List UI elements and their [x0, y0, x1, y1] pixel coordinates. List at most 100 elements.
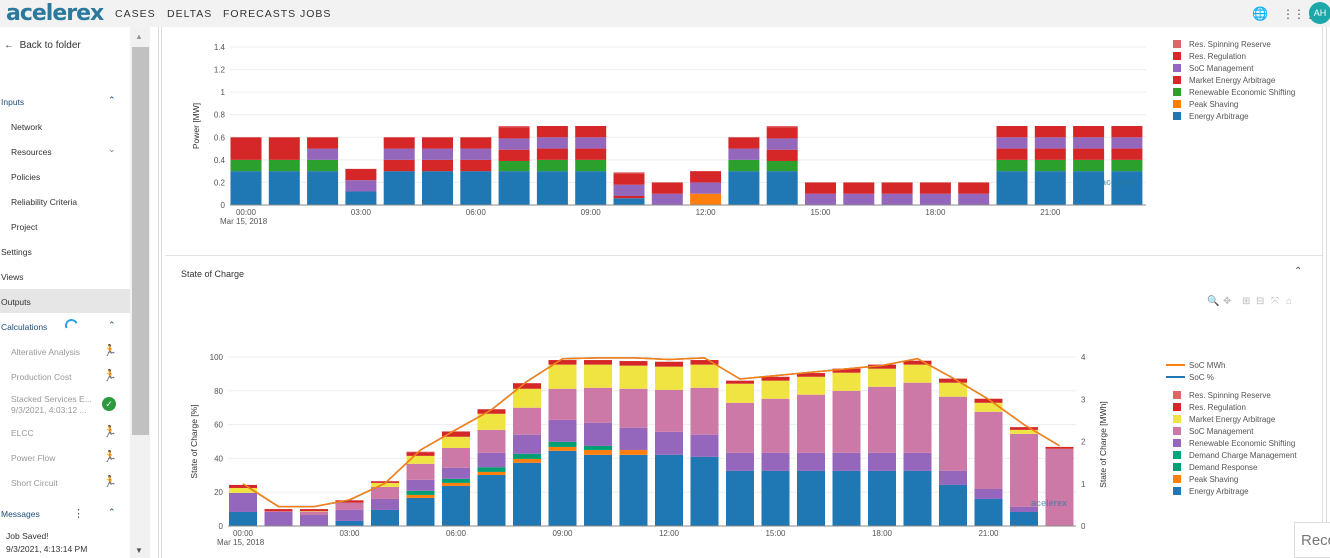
run-icon[interactable]: 🏃	[103, 370, 117, 382]
legend-swatch	[1173, 415, 1181, 423]
x-tick-label: 18:00	[925, 208, 946, 217]
legend-item[interactable]: Res. Regulation	[1173, 52, 1246, 61]
sidebar-item-settings[interactable]: Settings	[1, 247, 32, 257]
collapse-chevron-icon[interactable]: ⌃	[1294, 266, 1303, 277]
scroll-down-arrow-icon[interactable]: ▼	[135, 546, 143, 555]
bar-segment-res-regulation	[1073, 126, 1105, 138]
legend-item[interactable]: SoC MWh	[1166, 361, 1225, 370]
recommend-button[interactable]: Recc	[1294, 522, 1330, 558]
legend-item[interactable]: Market Energy Arbitrage	[1173, 76, 1275, 85]
bar-segment-soc-management	[460, 148, 492, 160]
more-vert-icon[interactable]: ⋮	[73, 508, 84, 520]
legend-item[interactable]: Res. Regulation	[1173, 403, 1246, 412]
bar-segment-renewable-economic-shifting	[498, 160, 530, 172]
zoom-in-icon[interactable]: ⊞	[1242, 296, 1251, 307]
scroll-up-arrow-icon[interactable]: ▲	[135, 32, 143, 41]
zoom-out-icon[interactable]: ⊟	[1256, 296, 1265, 307]
zoom-icon[interactable]: 🔍	[1207, 296, 1220, 307]
calc-item-production-cost[interactable]: Production Cost	[11, 372, 72, 382]
bar-segment-res-regulation	[498, 127, 530, 139]
message-time: 9/3/2021, 4:13:14 PM	[6, 544, 88, 554]
calc-item-stacked-services[interactable]: Stacked Services E...	[11, 394, 92, 404]
bar-segment-renewable-economic-shifting	[996, 159, 1028, 172]
run-icon[interactable]: 🏃	[103, 345, 117, 357]
sidebar-item-views[interactable]: Views	[1, 272, 24, 282]
x-tick-label: 06:00	[466, 208, 487, 217]
chevron-up-icon[interactable]: ⌃	[108, 320, 116, 330]
pan-icon[interactable]: ✥	[1223, 296, 1232, 307]
autoscale-icon[interactable]: ⤧	[1271, 296, 1279, 307]
legend-item[interactable]: Res. Spinning Reserve	[1173, 40, 1271, 49]
scrollbar-thumb[interactable]	[132, 47, 149, 435]
legend-swatch	[1173, 52, 1181, 60]
legend-item[interactable]: Renewable Economic Shifting	[1173, 439, 1295, 448]
bar-segment-res-regulation	[843, 182, 875, 194]
bar-segment-res-regulation	[958, 182, 990, 194]
sidebar-item-inputs[interactable]: Inputs	[1, 97, 25, 107]
bar-segment-res-regulation	[345, 168, 377, 181]
legend-item[interactable]: Market Energy Arbitrage	[1173, 415, 1275, 424]
x-tick-label: 21:00	[1040, 208, 1061, 217]
sidebar-item-reliability-criteria[interactable]: Reliability Criteria	[11, 197, 78, 207]
sidebar-item-project[interactable]: Project	[11, 222, 38, 232]
sidebar-item-policies[interactable]: Policies	[11, 172, 41, 182]
bar-segment-renewable-economic-shifting	[766, 160, 798, 172]
x-date-label: Mar 15, 2018	[220, 217, 268, 226]
chevron-down-icon[interactable]: ⌄	[108, 144, 116, 154]
calc-item-power-flow[interactable]: Power Flow	[11, 453, 56, 463]
legend-item[interactable]: SoC %	[1166, 373, 1214, 382]
bar-segment-res-spinning-reserve	[498, 126, 530, 128]
sidebar-item-calculations[interactable]: Calculations	[1, 322, 48, 332]
sidebar-item-outputs[interactable]: Outputs	[1, 297, 31, 307]
avatar[interactable]: AH	[1309, 2, 1330, 24]
bar-segment-res-regulation	[383, 137, 415, 149]
acelerex-logo[interactable]: acelerex	[6, 1, 104, 26]
bar-segment-soc-management	[728, 148, 760, 160]
calc-item-short-circuit[interactable]: Short Circuit	[11, 478, 58, 488]
bar-segment-market-energy-arbitrage	[536, 148, 568, 160]
run-icon[interactable]: 🏃	[103, 426, 117, 438]
calc-item-alterative-analysis[interactable]: Alterative Analysis	[11, 347, 80, 357]
legend-item[interactable]: Peak Shaving	[1173, 475, 1238, 484]
bar-segment-soc-management	[1073, 137, 1105, 149]
bar-segment-energy-arbitrage	[460, 171, 492, 205]
bar-segment-res-regulation	[422, 137, 453, 149]
bar-segment-soc-management	[345, 180, 377, 192]
bar-segment-renewable-economic-shifting	[268, 159, 300, 172]
legend-item[interactable]: Energy Arbitrage	[1173, 112, 1249, 121]
bar-segment-soc-management	[805, 193, 836, 205]
sidebar-selected-highlight	[0, 289, 130, 313]
run-icon[interactable]: 🏃	[103, 476, 117, 488]
legend-item[interactable]: Res. Spinning Reserve	[1173, 391, 1271, 400]
y-tick-label: 1	[221, 88, 226, 97]
legend-item[interactable]: Peak Shaving	[1173, 100, 1238, 109]
bar-segment-renewable-economic-shifting	[728, 159, 760, 172]
legend-item[interactable]: SoC Management	[1173, 427, 1253, 436]
bar-segment-soc-management	[536, 137, 568, 149]
legend-item[interactable]: Demand Charge Management	[1173, 451, 1297, 460]
reset-axes-home-icon[interactable]: ⌂	[1286, 296, 1293, 307]
sidebar-item-messages[interactable]: Messages	[1, 509, 40, 519]
chevron-up-icon[interactable]: ⌃	[108, 507, 116, 517]
back-to-folder-link[interactable]: ← Back to folder	[4, 40, 81, 51]
sidebar-item-network[interactable]: Network	[11, 122, 43, 132]
legend-item[interactable]: Renewable Economic Shifting	[1173, 88, 1295, 97]
bar-segment-soc-management	[498, 138, 530, 150]
chevron-up-icon[interactable]: ⌃	[108, 95, 116, 105]
nav-forecasts[interactable]: FORECASTS	[223, 8, 297, 20]
sidebar-item-resources[interactable]: Resources	[11, 147, 52, 157]
nav-deltas[interactable]: DELTAS	[167, 8, 213, 20]
nav-jobs[interactable]: JOBS	[300, 8, 332, 20]
bar-segment-res-spinning-reserve	[613, 172, 645, 174]
run-icon[interactable]: 🏃	[103, 451, 117, 463]
legend-item[interactable]: Demand Response	[1173, 463, 1257, 472]
legend-label: Res. Regulation	[1189, 52, 1246, 61]
legend-item[interactable]: Energy Arbitrage	[1173, 487, 1249, 496]
globe-icon[interactable]: 🌐	[1252, 6, 1269, 21]
calc-item-elcc[interactable]: ELCC	[11, 428, 34, 438]
legend-item[interactable]: SoC Management	[1173, 64, 1253, 73]
bar-segment-energy-arbitrage	[996, 171, 1028, 205]
bar-segment-res-regulation	[575, 126, 607, 138]
nav-cases[interactable]: CASES	[115, 8, 156, 20]
bar-segment-market-energy-arbitrage	[996, 148, 1028, 160]
